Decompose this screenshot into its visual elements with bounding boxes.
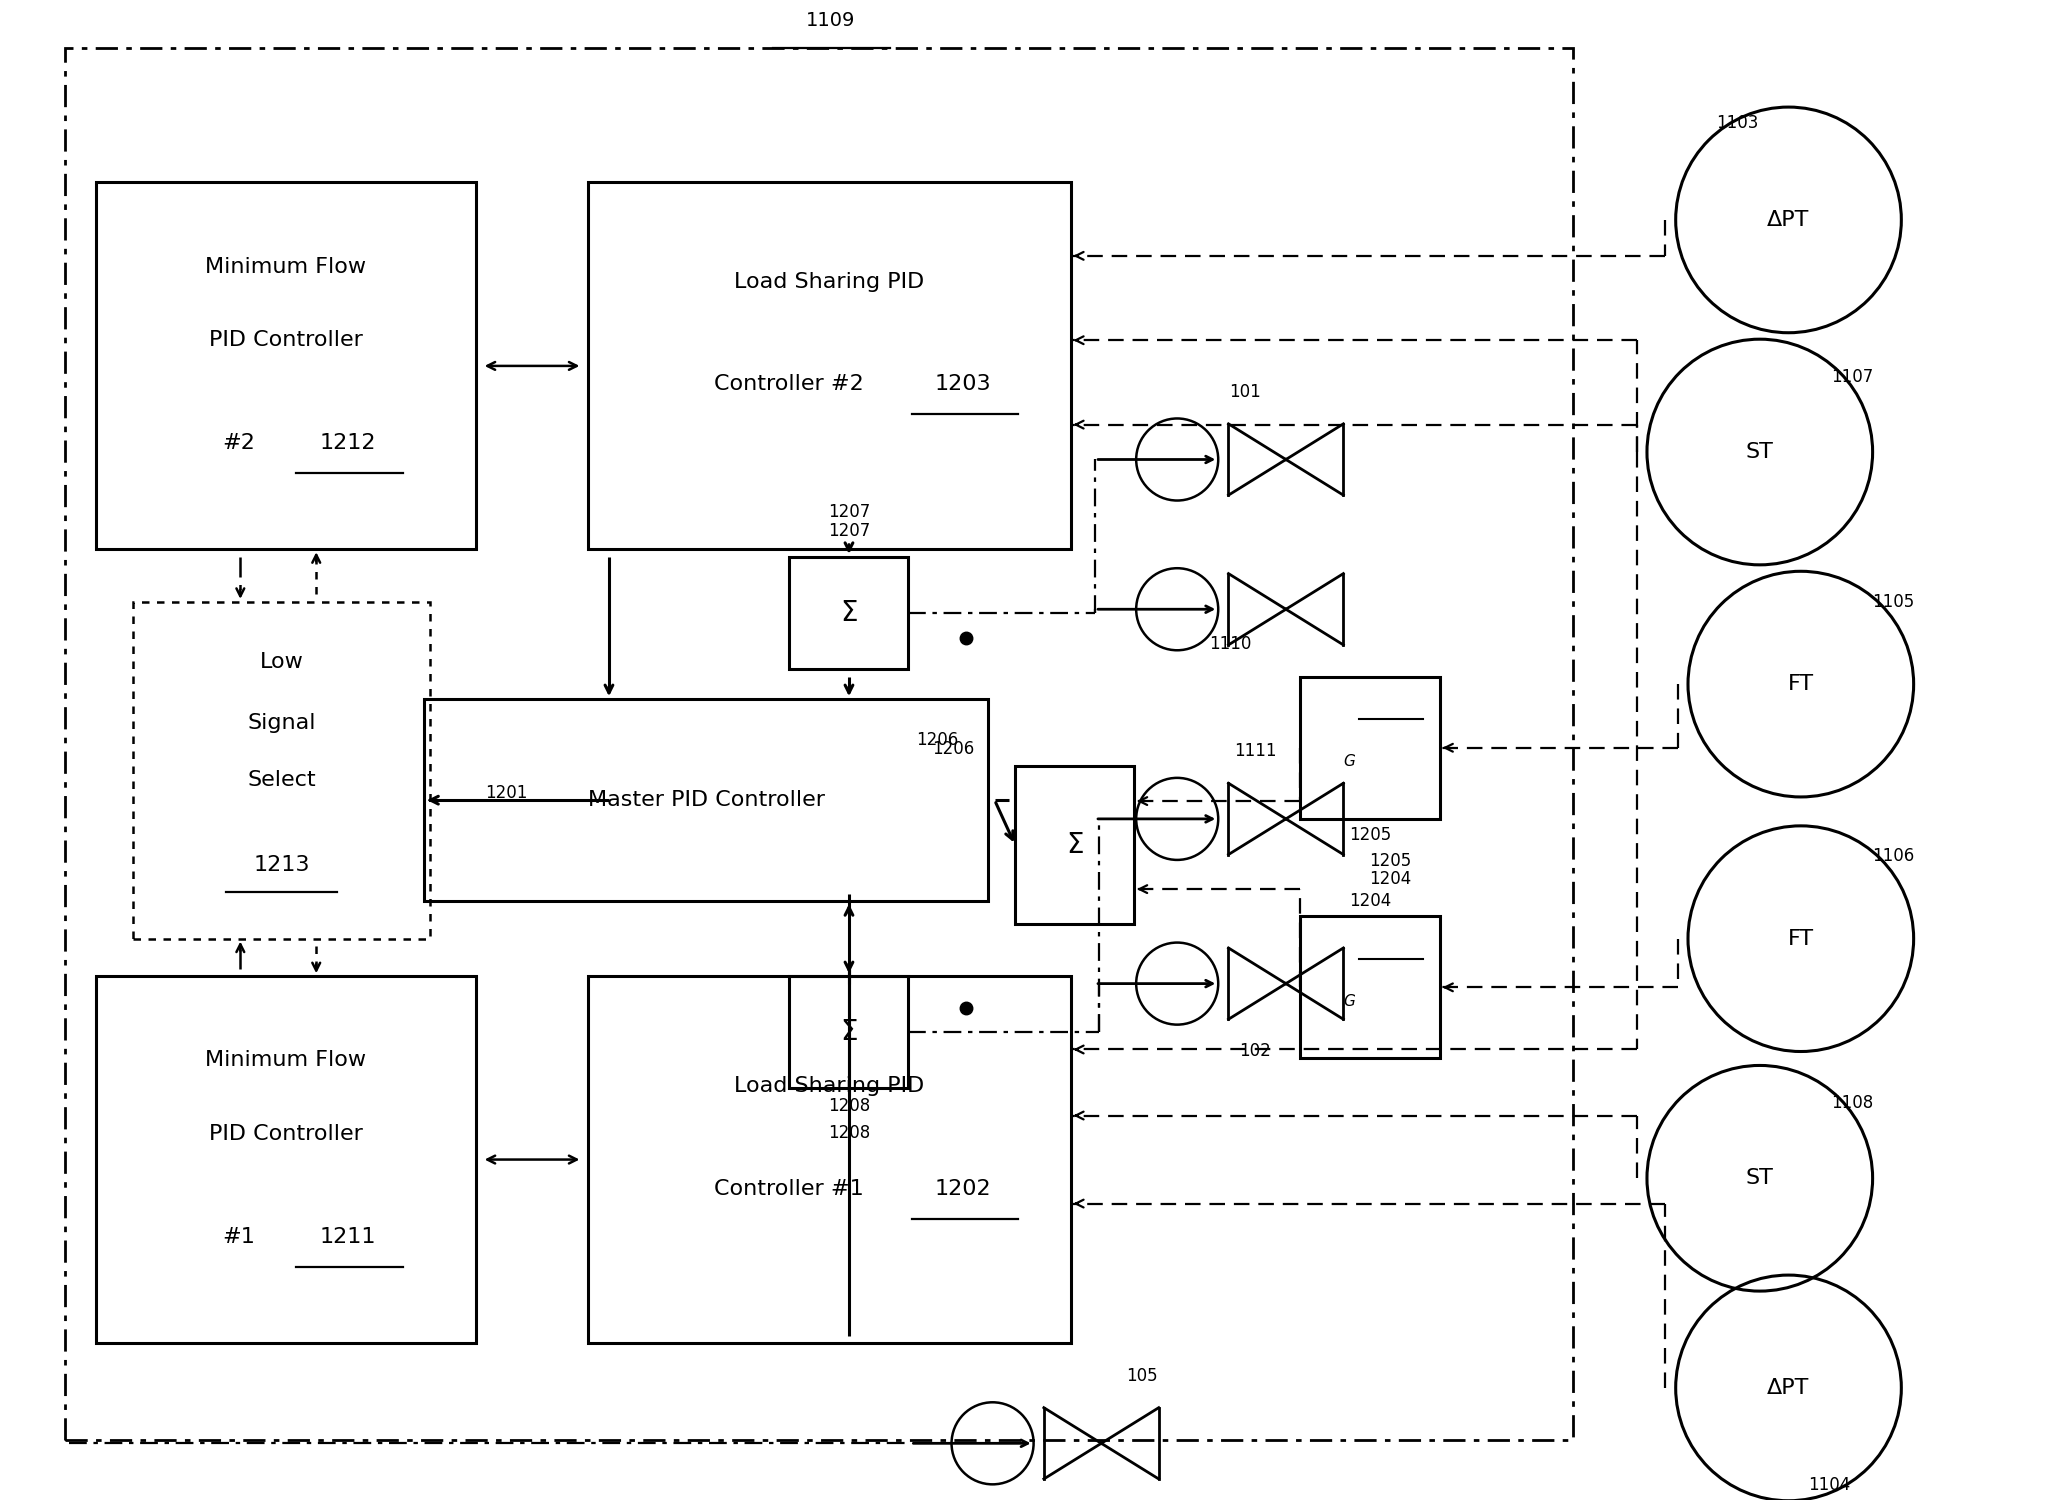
Text: 1205: 1205 bbox=[1369, 852, 1412, 870]
Text: ST: ST bbox=[1746, 1168, 1773, 1189]
Text: 101: 101 bbox=[1229, 383, 1260, 401]
Text: Master PID Controller: Master PID Controller bbox=[589, 791, 826, 810]
Text: 1205: 1205 bbox=[1349, 827, 1392, 845]
Text: 1107: 1107 bbox=[1830, 368, 1874, 386]
Text: 1208: 1208 bbox=[828, 1097, 871, 1115]
Bar bbox=[589, 182, 1071, 549]
Text: 1202: 1202 bbox=[935, 1178, 990, 1199]
Bar bbox=[66, 48, 1573, 1440]
Bar bbox=[789, 975, 908, 1088]
Text: 1104: 1104 bbox=[1808, 1476, 1851, 1494]
Text: 1212: 1212 bbox=[319, 433, 375, 452]
Text: Σ: Σ bbox=[840, 1018, 859, 1046]
Text: 1207: 1207 bbox=[828, 504, 871, 522]
Text: Σ: Σ bbox=[1067, 831, 1083, 860]
Text: 1207: 1207 bbox=[828, 523, 871, 541]
Bar bbox=[134, 601, 430, 939]
Text: FT: FT bbox=[1787, 929, 1814, 948]
Text: 1204: 1204 bbox=[1369, 870, 1412, 888]
Text: 102: 102 bbox=[1240, 1042, 1270, 1060]
Bar bbox=[789, 556, 908, 669]
Bar bbox=[424, 699, 988, 902]
Text: Low: Low bbox=[259, 652, 305, 672]
Bar bbox=[1301, 676, 1439, 819]
Text: Load Sharing PID: Load Sharing PID bbox=[735, 272, 924, 292]
Text: #2: #2 bbox=[222, 433, 255, 452]
Text: Controller #2: Controller #2 bbox=[714, 374, 863, 394]
Text: Minimum Flow: Minimum Flow bbox=[206, 257, 367, 277]
Text: 1204: 1204 bbox=[1349, 893, 1392, 911]
Text: 1103: 1103 bbox=[1715, 114, 1758, 132]
Text: 1110: 1110 bbox=[1209, 634, 1252, 652]
Text: 1206: 1206 bbox=[933, 739, 974, 758]
Bar bbox=[1301, 917, 1439, 1058]
Text: 1108: 1108 bbox=[1830, 1094, 1874, 1112]
Text: FT: FT bbox=[1787, 675, 1814, 694]
Text: 105: 105 bbox=[1126, 1366, 1157, 1384]
Text: 1213: 1213 bbox=[253, 855, 311, 875]
Text: G: G bbox=[1342, 755, 1355, 770]
Text: #1: #1 bbox=[222, 1226, 255, 1246]
Text: 1201: 1201 bbox=[486, 785, 527, 803]
Text: Σ: Σ bbox=[840, 600, 859, 627]
Bar bbox=[97, 975, 476, 1344]
Text: 1105: 1105 bbox=[1872, 592, 1915, 610]
Text: 1111: 1111 bbox=[1233, 742, 1277, 761]
Text: Controller #1: Controller #1 bbox=[714, 1178, 863, 1199]
Text: 1106: 1106 bbox=[1872, 848, 1915, 866]
Text: Minimum Flow: Minimum Flow bbox=[206, 1051, 367, 1070]
Text: ST: ST bbox=[1746, 442, 1773, 461]
Text: ΔPT: ΔPT bbox=[1767, 1378, 1810, 1398]
Text: Select: Select bbox=[247, 771, 317, 791]
Text: ΔPT: ΔPT bbox=[1767, 210, 1810, 230]
Text: 1203: 1203 bbox=[935, 374, 990, 394]
Text: G: G bbox=[1342, 993, 1355, 1009]
Bar bbox=[97, 182, 476, 549]
Text: 1211: 1211 bbox=[319, 1226, 375, 1246]
Text: 1206: 1206 bbox=[916, 730, 957, 748]
Bar bbox=[589, 975, 1071, 1344]
Bar bbox=[1015, 767, 1135, 924]
Text: Signal: Signal bbox=[247, 712, 315, 733]
Text: PID Controller: PID Controller bbox=[208, 1124, 362, 1144]
Text: PID Controller: PID Controller bbox=[208, 331, 362, 350]
Text: 1208: 1208 bbox=[828, 1124, 871, 1142]
Text: 1109: 1109 bbox=[805, 11, 854, 30]
Text: Load Sharing PID: Load Sharing PID bbox=[735, 1076, 924, 1096]
